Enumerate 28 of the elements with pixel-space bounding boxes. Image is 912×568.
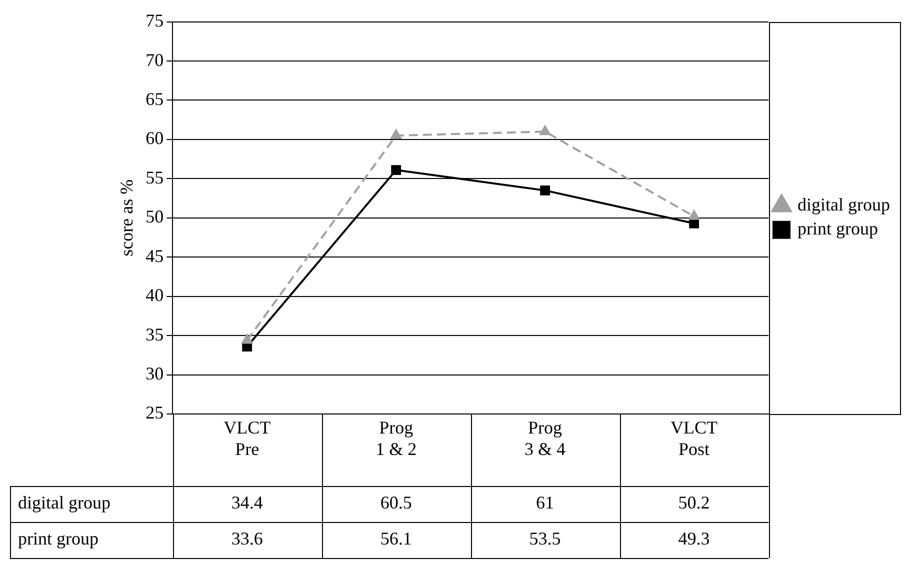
data-label: 61 xyxy=(536,492,554,513)
text: digital group xyxy=(18,492,110,513)
y-tick-label: 65 xyxy=(146,88,164,109)
y-tick-label: 55 xyxy=(146,167,164,188)
data-label: 60.5 xyxy=(380,492,412,513)
text: print group xyxy=(18,528,98,549)
x-tick-label: VLCT Post xyxy=(670,418,718,460)
y-tick-label: 70 xyxy=(146,50,164,70)
data-label: 50.2 xyxy=(678,492,710,513)
data-label: 56.1 xyxy=(380,528,412,549)
y-tick-label: 35 xyxy=(146,324,164,344)
x-tick-label: VLCT Pre xyxy=(224,418,271,460)
y-tick-label: 60 xyxy=(146,128,164,148)
y-tick-label: 50 xyxy=(146,206,164,227)
y-axis-title: score as % xyxy=(116,179,137,256)
data-label: 34.4 xyxy=(231,492,263,513)
x-tick-label: Prog 1 & 2 xyxy=(376,418,417,460)
y-tick-label: 25 xyxy=(146,402,164,423)
data-label: 49.3 xyxy=(678,528,710,549)
data-label: 53.5 xyxy=(529,528,561,549)
data-label: 33.6 xyxy=(231,528,263,549)
x-tick-label: Prog 3 & 4 xyxy=(524,418,566,460)
y-tick-label: 30 xyxy=(146,364,164,384)
legend-label: digital group xyxy=(798,194,890,215)
y-tick-label: 45 xyxy=(146,246,164,266)
y-tick-label: 40 xyxy=(146,285,164,306)
y-tick-label: 75 xyxy=(146,10,164,31)
legend-label: print group xyxy=(798,218,878,239)
